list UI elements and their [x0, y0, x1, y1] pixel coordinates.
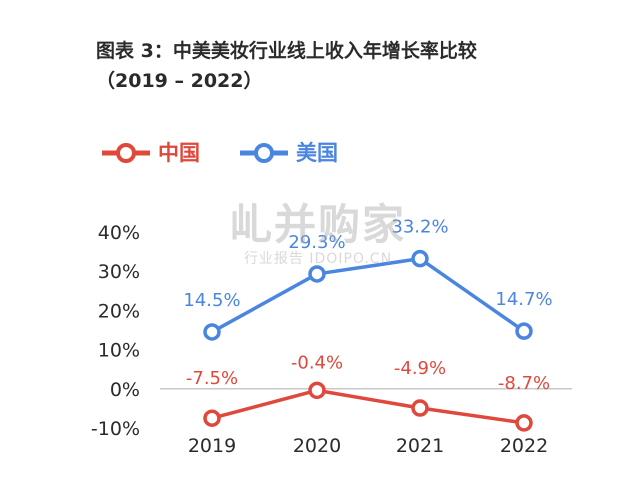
y-tick-label: 30% — [98, 261, 140, 283]
data-point-usa — [203, 323, 221, 341]
data-point-china — [203, 409, 221, 427]
data-point-usa — [411, 249, 429, 268]
data-label-usa: 14.7% — [495, 289, 552, 310]
chart-title-line-2: （2019 – 2022） — [96, 70, 263, 92]
data-point-usa — [515, 322, 533, 340]
data-label-china: -0.4% — [291, 352, 343, 373]
data-point-china — [515, 414, 533, 432]
series-line-usa — [211, 256, 526, 334]
data-label-china: -8.7% — [498, 373, 550, 394]
data-label-china: -7.5% — [186, 368, 238, 389]
series-line-china — [211, 388, 525, 425]
y-tick-label: 0% — [110, 379, 140, 401]
x-tick-label: 2020 — [293, 435, 341, 457]
y-tick-label: 20% — [98, 300, 140, 322]
legend-label-china: 中国 — [158, 141, 200, 165]
chart-title-line-1: 图表 3：中美美妆行业线上收入年增长率比较 — [96, 40, 477, 62]
chart-title: 图表 3：中美美妆行业线上收入年增长率比较 （2019 – 2022） — [96, 36, 616, 96]
y-tick-label: 10% — [98, 340, 140, 362]
data-label-usa: 14.5% — [183, 290, 240, 311]
x-tick-label: 2021 — [396, 435, 444, 457]
data-point-usa — [308, 265, 326, 283]
data-label-usa: 33.2% — [391, 217, 448, 238]
data-label-usa: 29.3% — [288, 232, 345, 253]
data-point-china — [308, 381, 326, 400]
legend-line-china-icon — [102, 143, 150, 163]
legend-label-usa: 美国 — [296, 141, 338, 165]
data-label-china: -4.9% — [394, 358, 446, 379]
x-tick-label: 2022 — [500, 435, 548, 457]
data-point-china — [411, 399, 429, 417]
y-tick-label: 40% — [98, 222, 140, 244]
legend-line-usa-icon — [240, 143, 288, 163]
y-tick-label: -10% — [91, 418, 140, 440]
x-tick-label: 2019 — [188, 435, 236, 457]
